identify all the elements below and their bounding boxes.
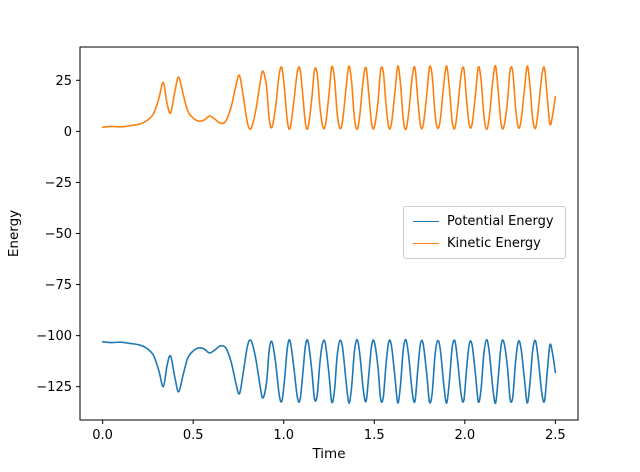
x-tick-label: 0.0 [92, 428, 113, 443]
legend-item-potential-energy: Potential Energy [413, 214, 554, 229]
legend-label-potential-energy: Potential Energy [447, 214, 554, 229]
kinetic-energy-line [101, 64, 557, 131]
y-tick-label: −25 [45, 176, 72, 191]
potential-energy-line [101, 338, 557, 405]
legend-label-kinetic-energy: Kinetic Energy [447, 236, 541, 251]
y-axis-label: Energy [6, 210, 22, 257]
x-axis-label: Time [311, 446, 345, 462]
y-tick-label: 25 [55, 74, 72, 89]
kinetic-energy-line-swatch [413, 243, 439, 244]
y-tick-label: −75 [45, 278, 72, 293]
x-tick-label: 1.5 [364, 428, 385, 443]
x-tick-label: 2.5 [545, 428, 566, 443]
legend-item-kinetic-energy: Kinetic Energy [413, 236, 554, 251]
y-tick-label: 0 [64, 125, 72, 140]
x-axis [102, 420, 556, 424]
x-tick-label: 0.5 [183, 428, 204, 443]
legend: Potential Energy Kinetic Energy [403, 206, 566, 259]
x-tick-label: 1.0 [273, 428, 294, 443]
potential-energy-line-swatch [413, 221, 439, 222]
y-tick-label: −100 [36, 329, 72, 344]
x-tick-label: 2.0 [454, 428, 475, 443]
y-axis [76, 79, 80, 388]
y-tick-label: −50 [45, 227, 72, 242]
y-tick-label: −125 [36, 380, 72, 395]
